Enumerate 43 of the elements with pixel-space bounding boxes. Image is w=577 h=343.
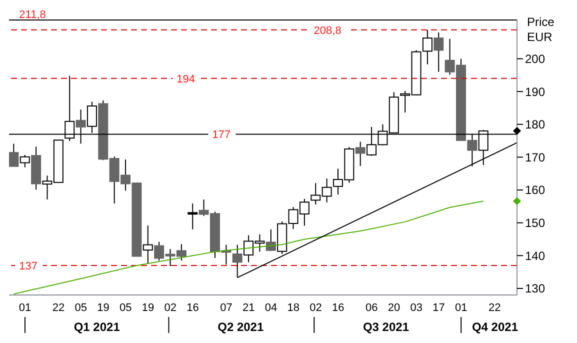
candlestick <box>20 154 30 168</box>
y-tick-label: 200 <box>525 52 546 66</box>
x-tick-label: 01 <box>18 302 32 314</box>
line-series <box>13 200 484 295</box>
text: Q4 2021 <box>472 320 518 334</box>
y-tick-label: 170 <box>525 150 546 164</box>
ref-line-label: 137 <box>19 260 38 272</box>
candlestick <box>422 29 432 65</box>
x-tick-label: 22 <box>52 302 65 314</box>
y-tick-label: 150 <box>525 216 546 230</box>
y-tick-label: 190 <box>525 84 546 99</box>
x-tick-label: 17 <box>432 302 445 314</box>
y-tick-label: 130 <box>525 282 546 296</box>
y-tick-label: 180 <box>525 118 546 132</box>
x-tick-label: 22 <box>488 302 501 314</box>
text: Q1 2021 <box>74 320 120 334</box>
x-tick-label: 06 <box>366 302 378 314</box>
x-tick-label: 21 <box>242 302 255 314</box>
y-tick-label: 140 <box>525 248 546 263</box>
candlestick <box>142 224 153 264</box>
y-axis-title: Price EUR <box>527 15 555 44</box>
x-tick-label: 16 <box>332 302 344 314</box>
x-tick-label: 01 <box>454 302 468 314</box>
candlestick <box>188 202 198 230</box>
ref-line-label: 211,8 <box>19 9 46 21</box>
x-tick-label: 02 <box>310 302 322 314</box>
x-tick-label: 05 <box>119 302 132 314</box>
y-tick-label: 160 <box>525 183 546 198</box>
x-tick-label: 05 <box>74 302 88 314</box>
x-tick-label: 02 <box>164 302 176 314</box>
ref-line-label: 194 <box>176 73 195 86</box>
x-tick-label: 04 <box>264 302 278 314</box>
text: Q3 2021 <box>362 320 410 334</box>
ref-line-label: 208,8 <box>314 24 342 37</box>
ref-line-label: 177 <box>212 129 231 142</box>
x-tick-label: 18 <box>287 302 300 314</box>
x-tick-label: 20 <box>388 302 400 314</box>
x-tick-label: 07 <box>220 302 232 314</box>
x-tick-label: 16 <box>186 302 199 314</box>
text: Q2 2021 <box>218 320 264 334</box>
x-tick-label: 03 <box>410 302 422 314</box>
x-tick-label: 19 <box>142 302 154 314</box>
x-tick-label: 19 <box>97 302 110 314</box>
